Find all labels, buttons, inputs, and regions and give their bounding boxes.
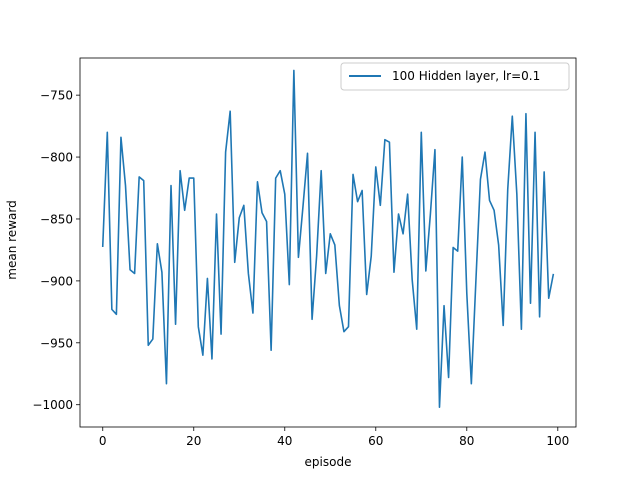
- x-tick-label: 60: [368, 434, 383, 448]
- x-axis-label: episode: [305, 455, 352, 469]
- y-tick-label: −900: [40, 274, 73, 288]
- plot-area: [101, 69, 555, 408]
- axes-spines: [79, 57, 577, 428]
- x-tick-label: 0: [99, 434, 107, 448]
- legend: 100 Hidden layer, lr=0.1: [340, 62, 570, 91]
- y-tick-label: −1000: [32, 398, 73, 412]
- x-tick-label: 20: [186, 434, 201, 448]
- legend-series-label: 100 Hidden layer, lr=0.1: [392, 69, 540, 83]
- x-tick-label: 40: [277, 434, 292, 448]
- y-tick-label: −800: [40, 151, 73, 165]
- y-tick-label: −850: [40, 212, 73, 226]
- series-line-0: [101, 69, 555, 408]
- y-tick-label: −950: [40, 336, 73, 350]
- x-axis-ticks: 0 20 40 60 80 100: [99, 427, 569, 448]
- x-tick-label: 80: [459, 434, 474, 448]
- y-tick-label: −750: [40, 89, 73, 103]
- x-tick-label: 100: [546, 434, 569, 448]
- legend-box: [340, 62, 570, 91]
- y-axis-label: mean reward: [5, 200, 19, 279]
- y-axis-ticks: −750 −800 −850 −900 −950 −1000: [32, 89, 80, 412]
- axes-frame: [79, 57, 577, 428]
